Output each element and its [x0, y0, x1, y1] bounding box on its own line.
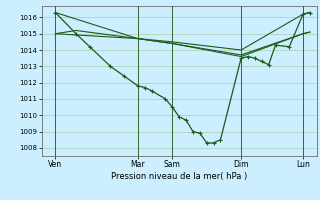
X-axis label: Pression niveau de la mer( hPa ): Pression niveau de la mer( hPa ): [111, 172, 247, 181]
